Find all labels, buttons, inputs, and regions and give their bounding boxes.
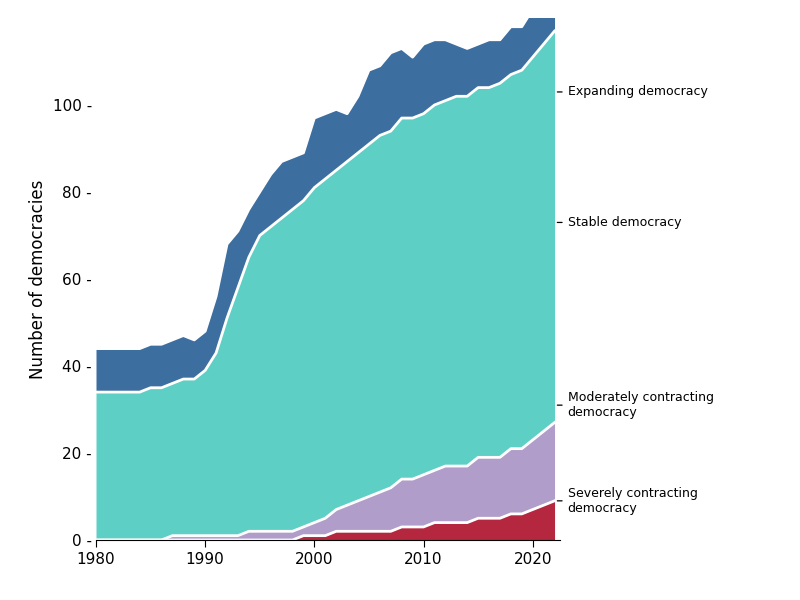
Text: Severely contracting
democracy: Severely contracting democracy — [558, 487, 698, 515]
Text: Moderately contracting
democracy: Moderately contracting democracy — [558, 391, 714, 419]
Text: Stable democracy: Stable democracy — [558, 216, 681, 229]
Y-axis label: Number of democracies: Number of democracies — [29, 179, 47, 379]
Text: Expanding democracy: Expanding democracy — [558, 85, 707, 98]
